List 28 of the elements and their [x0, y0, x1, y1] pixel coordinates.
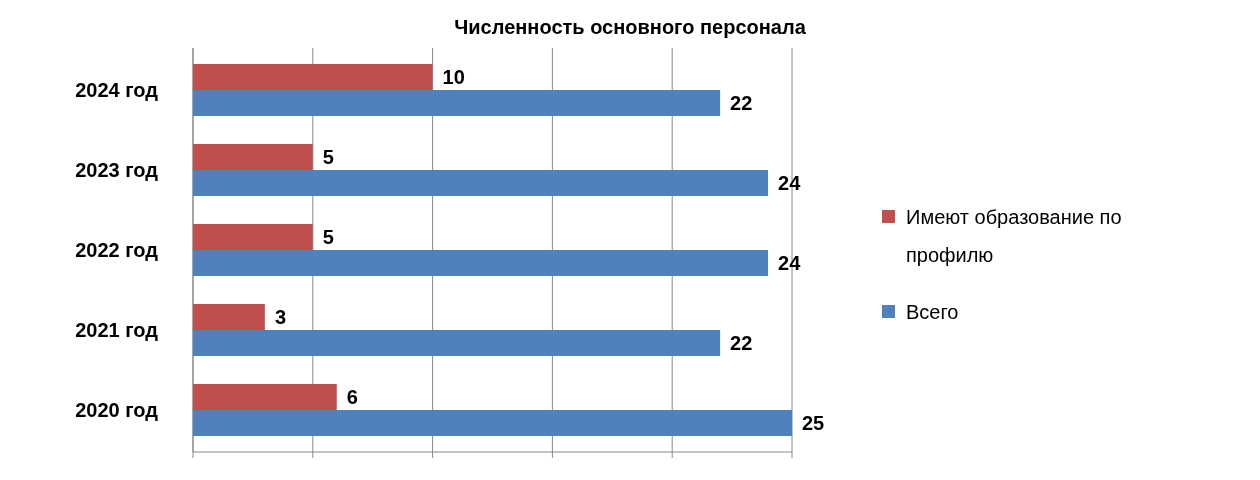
y-tick-label: 2024 год — [75, 79, 159, 101]
y-tick-label: 2023 год — [75, 159, 159, 181]
bar — [193, 304, 265, 330]
data-label: 24 — [778, 252, 802, 274]
data-label: 24 — [778, 172, 802, 194]
y-tick-label: 2021 год — [75, 319, 159, 341]
bar — [193, 170, 769, 196]
bar — [193, 64, 433, 90]
data-label: 25 — [802, 412, 825, 434]
bar — [193, 224, 313, 250]
y-tick-label: 2022 год — [75, 239, 159, 261]
data-label: 6 — [346, 386, 358, 408]
data-label: 22 — [730, 332, 753, 354]
legend-label: Имеют образование по профилю — [906, 206, 1122, 266]
chart-title: Численность основного персонала — [454, 16, 807, 38]
bar — [193, 384, 337, 410]
data-label: 5 — [322, 146, 334, 168]
bar — [193, 250, 769, 276]
bar — [193, 144, 313, 170]
data-label: 3 — [274, 306, 287, 328]
data-label: 5 — [322, 226, 334, 248]
bar — [193, 410, 792, 436]
y-tick-label: 2020 год — [75, 399, 159, 421]
data-label: 10 — [442, 66, 465, 88]
bar — [193, 90, 721, 116]
bar — [193, 330, 721, 356]
legend-label: Всего — [906, 301, 959, 323]
data-label: 22 — [730, 92, 753, 114]
